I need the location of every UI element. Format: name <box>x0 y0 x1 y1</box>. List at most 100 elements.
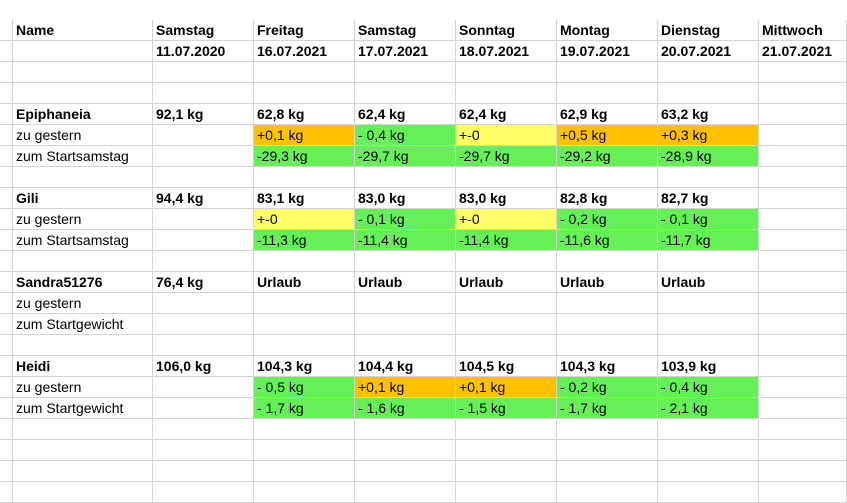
cell[interactable] <box>557 167 658 188</box>
header-day[interactable]: Freitag <box>254 20 355 41</box>
gutter-cell[interactable] <box>0 41 13 62</box>
change-start-value[interactable]: -29,7 kg <box>355 146 456 167</box>
weight-value[interactable]: 62,4 kg <box>456 104 557 125</box>
cell[interactable] <box>355 62 456 83</box>
cell[interactable] <box>254 482 355 503</box>
cell[interactable] <box>658 419 759 440</box>
cell[interactable] <box>254 251 355 272</box>
cell[interactable] <box>153 482 254 503</box>
cell[interactable] <box>658 83 759 104</box>
gutter-cell[interactable] <box>0 20 13 41</box>
gutter-cell[interactable] <box>0 230 13 251</box>
change-start-value[interactable]: -29,2 kg <box>557 146 658 167</box>
weight-value[interactable]: 82,7 kg <box>658 188 759 209</box>
cell[interactable] <box>153 335 254 356</box>
change-start-value[interactable] <box>658 314 759 335</box>
cell[interactable] <box>759 461 847 482</box>
row-label[interactable]: zum Startsamstag <box>13 230 153 251</box>
weight-value[interactable]: 83,0 kg <box>355 188 456 209</box>
cell[interactable] <box>658 461 759 482</box>
cell[interactable] <box>254 83 355 104</box>
cell[interactable] <box>759 209 847 230</box>
cell[interactable] <box>759 251 847 272</box>
cell[interactable] <box>153 461 254 482</box>
change-yesterday-value[interactable] <box>557 293 658 314</box>
start-weight[interactable]: 94,4 kg <box>153 188 254 209</box>
change-yesterday-value[interactable]: - 0,2 kg <box>557 377 658 398</box>
gutter-cell[interactable] <box>0 398 13 419</box>
cell[interactable] <box>759 440 847 461</box>
cell[interactable] <box>658 440 759 461</box>
gutter-cell[interactable] <box>0 482 13 503</box>
change-yesterday-value[interactable]: +0,1 kg <box>254 125 355 146</box>
header-day[interactable]: Dienstag <box>658 20 759 41</box>
cell[interactable] <box>254 461 355 482</box>
cell[interactable] <box>759 482 847 503</box>
cell[interactable] <box>13 41 153 62</box>
cell[interactable] <box>759 356 847 377</box>
change-yesterday-value[interactable]: - 0,5 kg <box>254 377 355 398</box>
cell[interactable] <box>557 419 658 440</box>
cell[interactable] <box>355 251 456 272</box>
gutter-cell[interactable] <box>0 251 13 272</box>
change-start-value[interactable]: -11,4 kg <box>355 230 456 251</box>
weight-value[interactable]: Urlaub <box>557 272 658 293</box>
cell[interactable] <box>355 167 456 188</box>
cell[interactable] <box>153 125 254 146</box>
weight-value[interactable]: 62,4 kg <box>355 104 456 125</box>
change-start-value[interactable]: -29,3 kg <box>254 146 355 167</box>
weight-value[interactable]: 83,1 kg <box>254 188 355 209</box>
change-start-value[interactable]: -11,3 kg <box>254 230 355 251</box>
cell[interactable] <box>759 188 847 209</box>
cell[interactable] <box>557 461 658 482</box>
change-yesterday-value[interactable]: - 0,4 kg <box>658 377 759 398</box>
cell[interactable] <box>456 335 557 356</box>
cell[interactable] <box>759 419 847 440</box>
gutter-cell[interactable] <box>0 461 13 482</box>
header-day[interactable]: Sonntag <box>456 20 557 41</box>
cell[interactable] <box>557 251 658 272</box>
cell[interactable] <box>153 167 254 188</box>
change-start-value[interactable]: - 2,1 kg <box>658 398 759 419</box>
gutter-cell[interactable] <box>0 293 13 314</box>
header-day[interactable]: Samstag <box>355 20 456 41</box>
cell[interactable] <box>557 440 658 461</box>
weight-value[interactable]: Urlaub <box>254 272 355 293</box>
cell[interactable] <box>355 440 456 461</box>
cell[interactable] <box>13 83 153 104</box>
weight-value[interactable]: 82,8 kg <box>557 188 658 209</box>
person-name[interactable]: Heidi <box>13 356 153 377</box>
cell[interactable] <box>13 461 153 482</box>
cell[interactable] <box>254 62 355 83</box>
change-yesterday-value[interactable]: - 0,1 kg <box>355 209 456 230</box>
change-start-value[interactable] <box>456 314 557 335</box>
cell[interactable] <box>759 83 847 104</box>
cell[interactable] <box>355 482 456 503</box>
change-yesterday-value[interactable]: +0,1 kg <box>456 377 557 398</box>
header-date[interactable]: 20.07.2021 <box>658 41 759 62</box>
cell[interactable] <box>658 167 759 188</box>
person-name[interactable]: Gili <box>13 188 153 209</box>
header-date[interactable]: 19.07.2021 <box>557 41 658 62</box>
cell[interactable] <box>13 62 153 83</box>
person-name[interactable]: Sandra51276 <box>13 272 153 293</box>
gutter-cell[interactable] <box>0 209 13 230</box>
weight-value[interactable]: Urlaub <box>355 272 456 293</box>
cell[interactable] <box>254 167 355 188</box>
change-yesterday-value[interactable]: +-0 <box>456 125 557 146</box>
change-start-value[interactable]: -11,7 kg <box>658 230 759 251</box>
change-yesterday-value[interactable] <box>658 293 759 314</box>
cell[interactable] <box>13 419 153 440</box>
weight-value[interactable]: 104,4 kg <box>355 356 456 377</box>
header-date[interactable]: 17.07.2021 <box>355 41 456 62</box>
cell[interactable] <box>456 167 557 188</box>
gutter-cell[interactable] <box>0 419 13 440</box>
row-label[interactable]: zu gestern <box>13 125 153 146</box>
cell[interactable] <box>658 62 759 83</box>
cell[interactable] <box>153 209 254 230</box>
row-label[interactable]: zu gestern <box>13 209 153 230</box>
change-start-value[interactable]: - 1,7 kg <box>557 398 658 419</box>
start-weight[interactable]: 106,0 kg <box>153 356 254 377</box>
cell[interactable] <box>456 440 557 461</box>
change-yesterday-value[interactable]: - 0,4 kg <box>355 125 456 146</box>
